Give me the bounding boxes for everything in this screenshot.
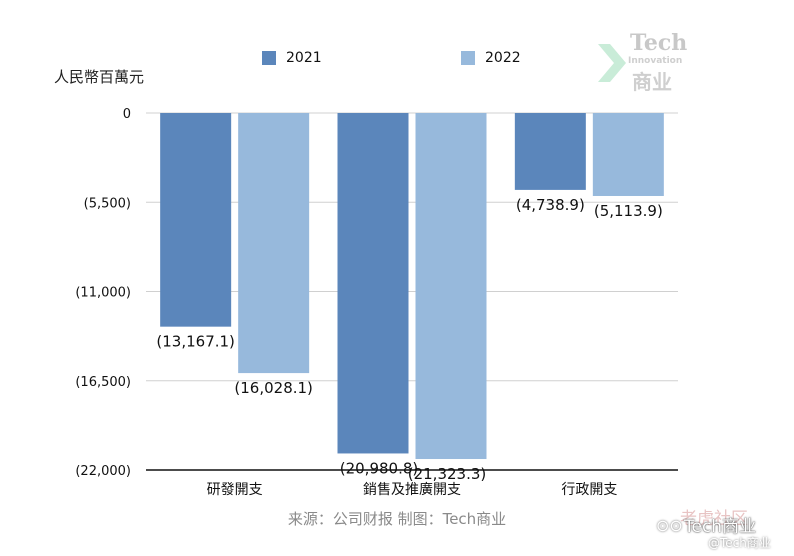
y-tick-label: (22,000) xyxy=(75,464,131,479)
logo-text-innovation: Innovation xyxy=(628,56,683,66)
watermark-line-3: @Tech商业 xyxy=(708,536,771,550)
logo-text-shangye: 商业 xyxy=(632,70,672,94)
y-axis-label: 人民幣百萬元 xyxy=(54,68,145,86)
x-tick-label: 銷售及推廣開支 xyxy=(363,481,461,498)
y-tick-label: (16,500) xyxy=(75,375,131,390)
bar-2021-2 xyxy=(514,113,586,190)
legend-item-2021: 2021 xyxy=(262,48,322,68)
data-labels: (13,167.1) (16,028.1) (20,980.8)(21,323.3)… xyxy=(156,196,662,483)
bars xyxy=(160,113,664,460)
y-tick-label: 0 xyxy=(123,107,131,122)
watermark-line-1: 老虎社区 xyxy=(680,509,748,529)
x-axis-ticks: 研發開支 銷售及推廣開支 行政開支 xyxy=(207,481,618,498)
legend-label-2022: 2022 xyxy=(485,50,521,66)
data-label: (13,167.1) xyxy=(156,333,235,351)
legend-label-2021: 2021 xyxy=(286,50,322,66)
chevron-logo-icon xyxy=(598,44,626,82)
source-note: 来源：公司财报 制图：Tech商业 xyxy=(287,510,507,528)
bar-2022-1 xyxy=(415,113,487,460)
y-tick-label: (5,500) xyxy=(84,196,131,211)
data-label: (20,980.8) xyxy=(340,459,419,477)
bar-2022-0 xyxy=(238,113,310,374)
bar-2022-2 xyxy=(592,113,664,196)
x-tick-label: 研發開支 xyxy=(207,482,263,498)
data-label: (4,738.9) xyxy=(516,196,585,214)
y-axis-ticks: 0 (5,500) (11,000) (16,500) (22,000) xyxy=(75,107,131,479)
tech-logo: Tech Innovation 商业 xyxy=(596,30,694,94)
x-tick-label: 行政開支 xyxy=(561,482,617,498)
watermark: ⊙⊙ 老虎社区 Tech商业 @Tech商业 xyxy=(650,504,790,554)
data-label: (5,113.9) xyxy=(594,202,663,220)
watermark-line-2: Tech商业 xyxy=(684,517,757,537)
wechat-icon: ⊙⊙ xyxy=(656,516,683,535)
y-tick-label: (11,000) xyxy=(75,286,131,301)
legend-swatch-2022 xyxy=(461,51,475,65)
logo-text-tech: Tech xyxy=(630,30,688,56)
gridlines xyxy=(146,112,678,471)
data-label: (21,323.3) xyxy=(408,465,487,483)
bar-2021-1 xyxy=(337,113,409,454)
data-label: (16,028.1) xyxy=(234,379,313,397)
legend-swatch-2021 xyxy=(262,51,276,65)
bar-2021-0 xyxy=(160,113,232,327)
legend-item-2022: 2022 xyxy=(461,48,521,68)
